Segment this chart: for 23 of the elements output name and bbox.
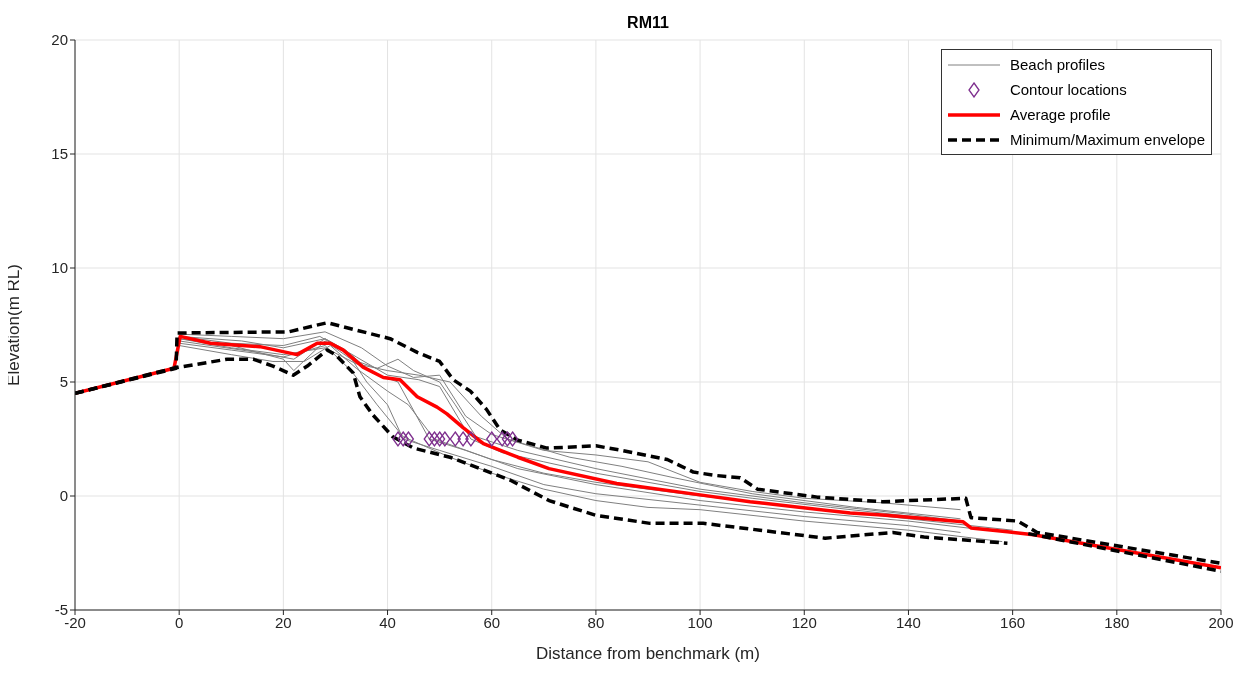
x-tick-label: 20 <box>275 613 292 631</box>
x-tick-label: 160 <box>1000 613 1026 631</box>
x-tick-label: 180 <box>1104 613 1130 631</box>
legend-label: Beach profiles <box>1009 56 1105 73</box>
x-tick-label: 40 <box>379 613 396 631</box>
legend-label: Average profile <box>1009 106 1111 123</box>
y-tick-label: 15 <box>51 145 68 163</box>
x-tick-label: 100 <box>687 613 713 631</box>
x-tick-label: 60 <box>483 613 501 631</box>
x-tick-label: 80 <box>587 613 605 631</box>
x-tick-label: 200 <box>1208 613 1234 631</box>
chart-title: RM11 <box>626 14 670 32</box>
x-tick-label: 120 <box>791 613 817 631</box>
y-tick-label: 10 <box>51 259 68 277</box>
legend-label: Minimum/Maximum envelope <box>1009 131 1205 148</box>
legend-label: Contour locations <box>1009 81 1127 98</box>
y-tick-label: 0 <box>59 487 68 505</box>
y-tick-label: -5 <box>54 601 68 619</box>
x-tick-label: 140 <box>895 613 921 631</box>
x-axis-title: Distance from benchmark (m) <box>536 644 760 663</box>
x-tick-label: 0 <box>175 613 184 631</box>
y-tick-label: 5 <box>59 373 68 391</box>
y-tick-label: 20 <box>51 31 68 49</box>
